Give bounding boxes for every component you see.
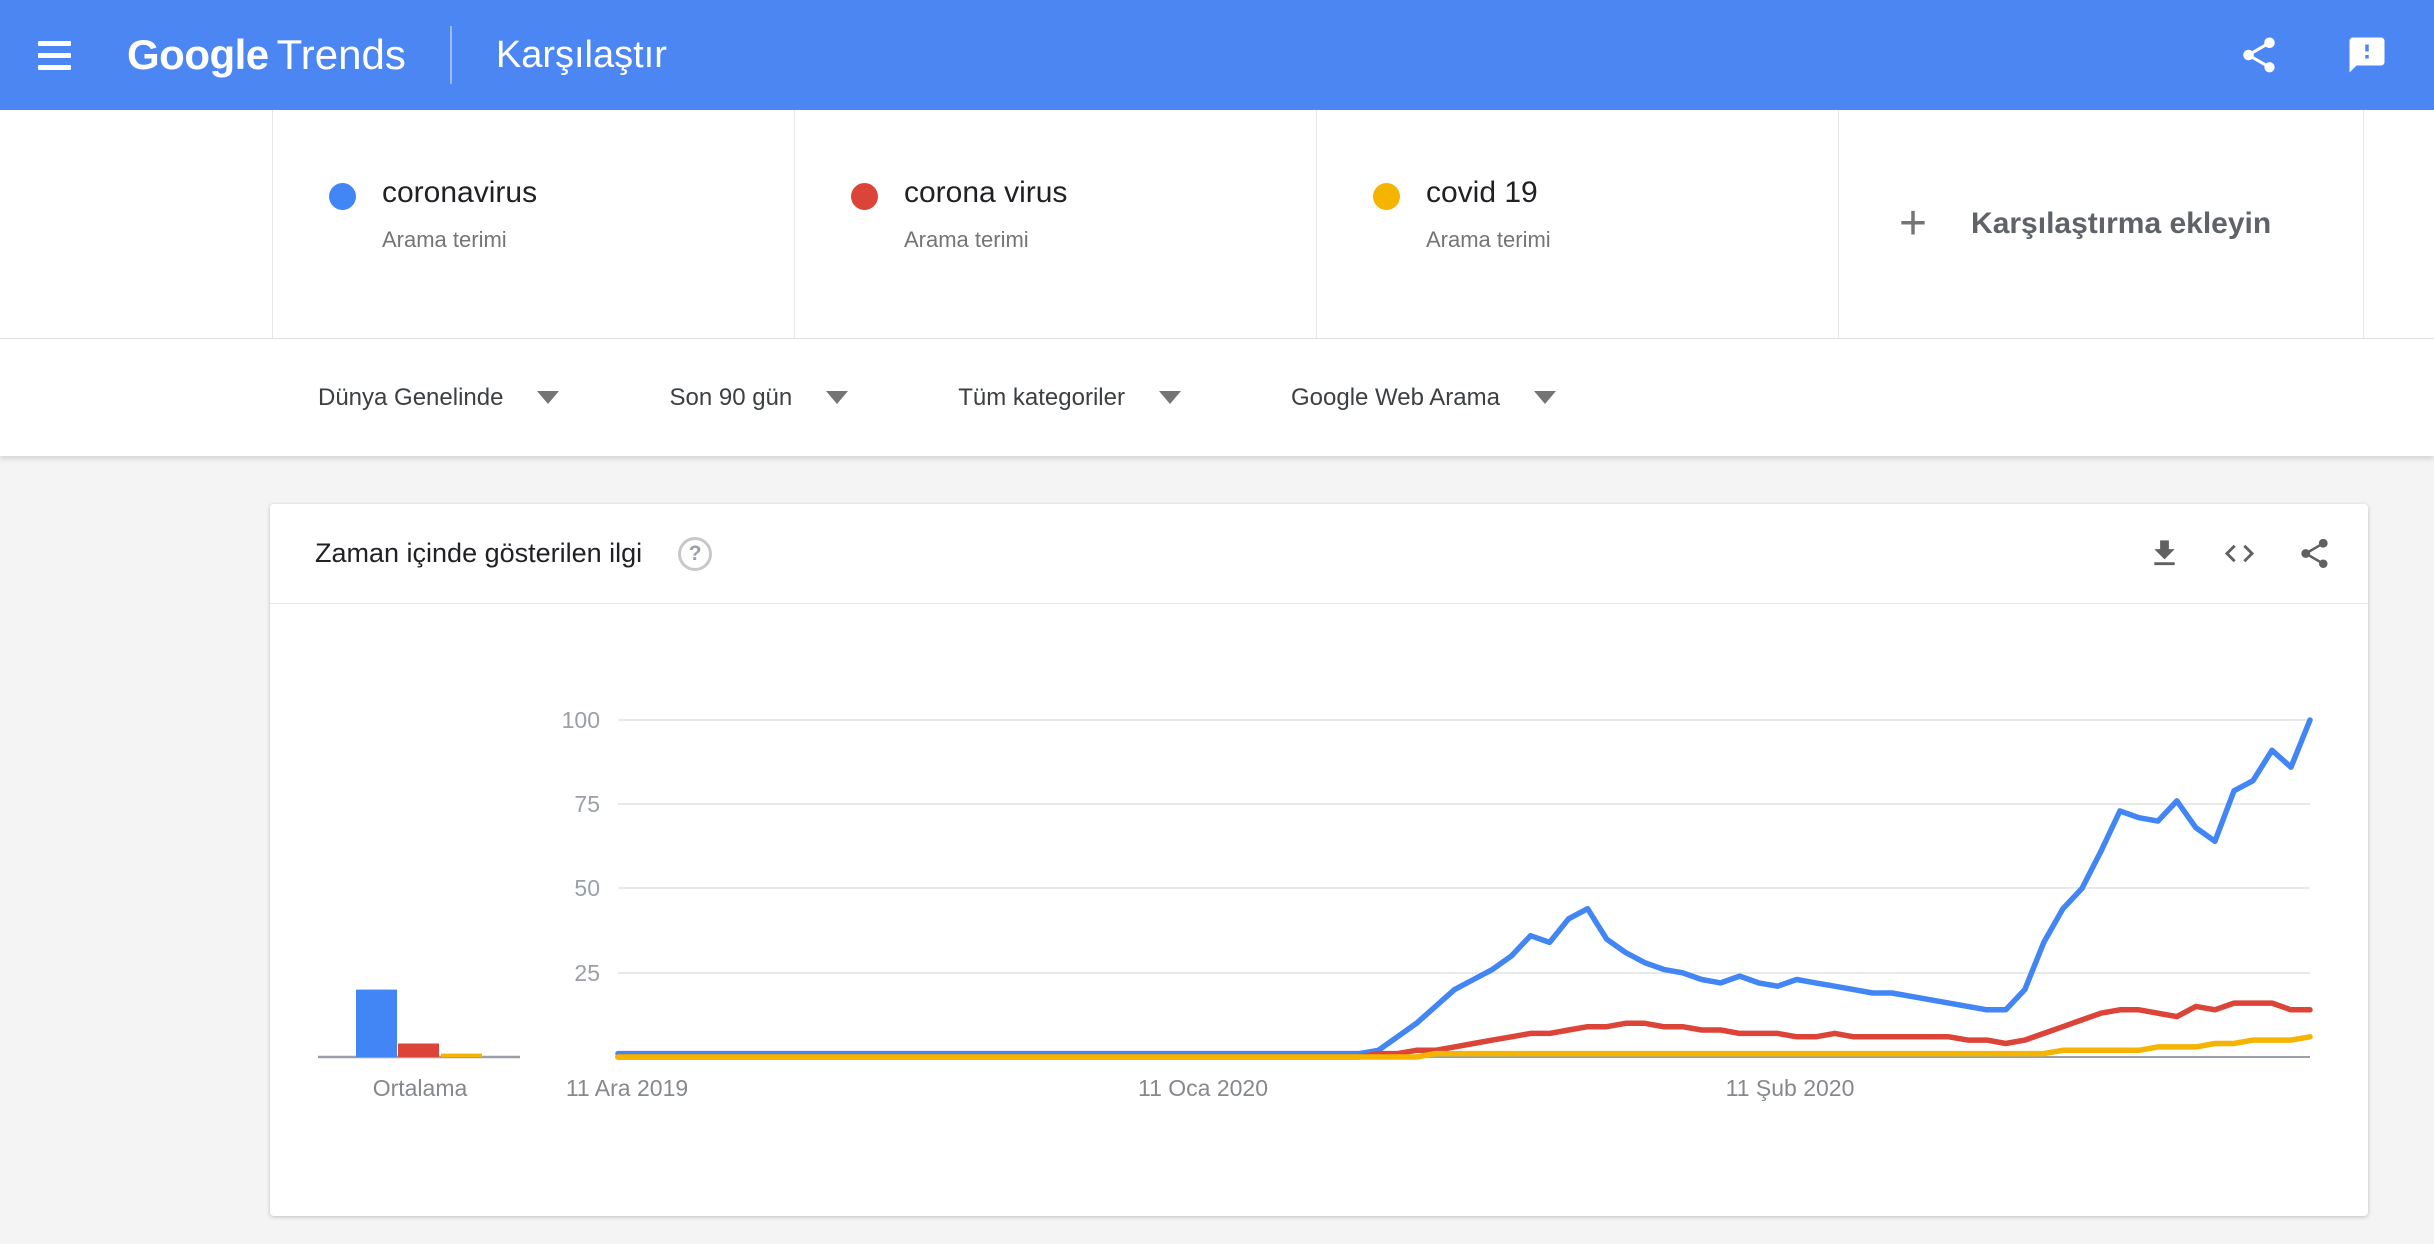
average-bars bbox=[356, 989, 482, 1058]
chevron-down-icon bbox=[826, 391, 849, 404]
gridlines bbox=[618, 719, 2310, 1058]
logo-google: Google bbox=[127, 31, 269, 78]
chevron-down-icon bbox=[1158, 391, 1181, 404]
term-type-label: Arama terimi bbox=[382, 227, 507, 252]
help-icon[interactable]: ? bbox=[678, 536, 713, 571]
row-filler bbox=[2364, 110, 2434, 338]
average-bar-coronavirus[interactable] bbox=[356, 989, 397, 1057]
chart-title: Zaman içinde gösterilen ilgi bbox=[315, 538, 643, 568]
term-color-dot bbox=[1373, 183, 1400, 210]
share-icon[interactable] bbox=[2238, 34, 2280, 76]
x-tick-feb: 11 Şub 2020 bbox=[1726, 1075, 1855, 1101]
row-spacer bbox=[0, 110, 273, 338]
interest-over-time-chart[interactable]: 100 75 50 25 11 Ara 2019 11 Oca 2020 11 … bbox=[270, 604, 2368, 1215]
add-comparison-button[interactable]: + Karşılaştırma ekleyin bbox=[1839, 110, 2364, 338]
chart-body: 100 75 50 25 11 Ara 2019 11 Oca 2020 11 … bbox=[270, 604, 2368, 1215]
content-area: Zaman içinde gösterilen ilgi ? bbox=[0, 456, 2434, 1216]
filter-region[interactable]: Dünya Genelinde bbox=[318, 383, 560, 412]
chevron-down-icon bbox=[537, 391, 560, 404]
filter-category[interactable]: Tüm kategoriler bbox=[958, 384, 1181, 412]
term-name: covid 19 bbox=[1426, 176, 1538, 209]
x-tick-dec: 11 Ara 2019 bbox=[566, 1075, 688, 1101]
average-label: Ortalama bbox=[373, 1075, 468, 1101]
filter-label: Dünya Genelinde bbox=[318, 383, 504, 411]
filter-bar: Dünya Genelinde Son 90 gün Tüm kategoril… bbox=[0, 339, 2434, 456]
series-line-coronavirus bbox=[615, 717, 2313, 1057]
x-axis-labels: 11 Ara 2019 11 Oca 2020 11 Şub 2020 bbox=[566, 1075, 1855, 1101]
feedback-icon[interactable] bbox=[2346, 34, 2388, 76]
y-tick-50: 50 bbox=[574, 875, 600, 901]
term-name: coronavirus bbox=[382, 176, 538, 209]
filter-label: Son 90 gün bbox=[669, 383, 793, 411]
embed-code-icon[interactable] bbox=[2222, 536, 2257, 571]
app-header: Google Trends Karşılaştır bbox=[0, 0, 2434, 110]
series-line-covid-19 bbox=[615, 1034, 2313, 1060]
term-name: corona virus bbox=[904, 176, 1068, 209]
term-card-covid-19[interactable]: covid 19 Arama terimi bbox=[1317, 110, 1839, 338]
filter-time-range[interactable]: Son 90 gün bbox=[669, 383, 849, 412]
chevron-down-icon bbox=[1534, 391, 1556, 404]
term-color-dot bbox=[851, 183, 878, 210]
average-bar-corona-virus[interactable] bbox=[398, 1043, 439, 1058]
filter-label: Google Web Arama bbox=[1290, 383, 1500, 411]
term-type-label: Arama terimi bbox=[904, 227, 1029, 252]
term-card-coronavirus[interactable]: coronavirus Arama terimi bbox=[273, 110, 795, 338]
header-divider bbox=[449, 26, 452, 84]
series-lines bbox=[615, 717, 2313, 1060]
average-mini-chart: Ortalama bbox=[318, 989, 520, 1101]
page-title: Karşılaştır bbox=[495, 33, 667, 76]
term-type-label: Arama terimi bbox=[1426, 227, 1551, 252]
plus-icon: + bbox=[1899, 197, 1928, 250]
term-color-dot bbox=[329, 183, 356, 210]
download-icon[interactable] bbox=[2147, 536, 2182, 571]
x-tick-jan: 11 Oca 2020 bbox=[1138, 1075, 1268, 1101]
google-trends-logo[interactable]: Google Trends bbox=[127, 31, 406, 79]
filter-search-type[interactable]: Google Web Arama bbox=[1291, 384, 1556, 412]
y-tick-25: 25 bbox=[574, 960, 600, 986]
filter-label: Tüm kategoriler bbox=[958, 383, 1125, 411]
y-tick-100: 100 bbox=[562, 707, 600, 733]
hamburger-menu-icon[interactable] bbox=[38, 40, 71, 70]
y-tick-75: 75 bbox=[574, 791, 600, 817]
logo-trends: Trends bbox=[276, 31, 406, 78]
chart-card-header: Zaman içinde gösterilen ilgi ? bbox=[270, 504, 2368, 604]
add-comparison-label: Karşılaştırma ekleyin bbox=[1971, 207, 2272, 240]
share-icon[interactable] bbox=[2297, 536, 2332, 571]
term-card-corona-virus[interactable]: corona virus Arama terimi bbox=[795, 110, 1317, 338]
interest-over-time-card: Zaman içinde gösterilen ilgi ? bbox=[270, 504, 2368, 1216]
comparison-row: coronavirus Arama terimi corona virus Ar… bbox=[0, 110, 2434, 339]
y-axis-labels: 100 75 50 25 bbox=[562, 707, 600, 986]
average-bar-covid-19[interactable] bbox=[441, 1053, 482, 1057]
